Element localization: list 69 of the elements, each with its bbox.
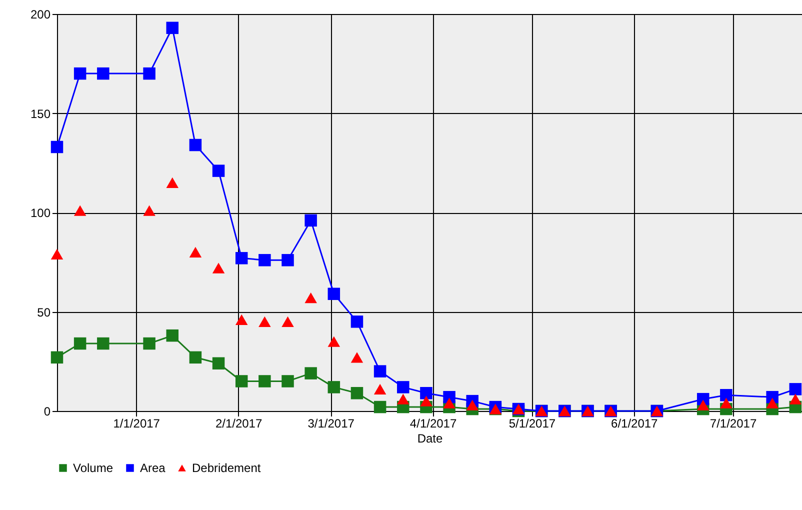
x-tick-label: 4/1/2017	[410, 416, 457, 430]
point	[720, 388, 732, 402]
point	[466, 400, 478, 410]
point	[374, 365, 386, 378]
point	[212, 262, 225, 274]
point	[50, 140, 64, 154]
x-axis-title: Date	[417, 432, 443, 446]
point	[74, 67, 86, 80]
y-tick-label: 0	[44, 404, 51, 418]
point	[166, 177, 178, 188]
point	[789, 383, 802, 396]
y-tick-label: 150	[30, 106, 51, 121]
point	[720, 398, 732, 408]
point	[397, 394, 410, 404]
point	[97, 337, 110, 350]
point	[350, 316, 364, 328]
x-tick-label: 6/1/2017	[611, 416, 658, 430]
point	[350, 352, 364, 363]
point	[143, 337, 156, 350]
point	[789, 394, 802, 404]
point	[282, 375, 294, 388]
point	[328, 336, 340, 347]
point	[143, 205, 156, 216]
point	[189, 351, 202, 364]
point	[212, 357, 225, 370]
point	[328, 381, 340, 394]
x-tick-label: 2/1/2017	[215, 416, 262, 430]
point	[350, 387, 364, 400]
point	[97, 67, 110, 80]
point	[258, 254, 271, 266]
y-tick-label: 200	[30, 8, 51, 22]
point	[74, 337, 86, 350]
point	[235, 375, 248, 388]
point	[74, 205, 86, 216]
point	[258, 316, 271, 327]
point	[282, 254, 294, 266]
y-tick-label: 100	[30, 206, 51, 220]
legend-label: Volume	[73, 461, 114, 475]
point	[328, 288, 340, 300]
point	[443, 398, 456, 408]
point	[304, 367, 317, 380]
x-tick-label: 7/1/2017	[710, 416, 757, 430]
x-tick-label: 3/1/2017	[308, 416, 355, 430]
point	[420, 396, 432, 406]
y-tick-label: 50	[37, 305, 51, 320]
legend-label: Area	[140, 461, 166, 475]
point	[696, 400, 710, 410]
x-tick-label: 5/1/2017	[508, 416, 556, 430]
point	[212, 164, 225, 177]
point	[143, 67, 156, 80]
point	[766, 398, 778, 408]
legend-label: Debridement	[192, 461, 262, 475]
point	[50, 248, 64, 260]
point	[282, 316, 294, 327]
point	[374, 384, 386, 394]
point	[166, 329, 178, 342]
point	[189, 138, 202, 152]
point	[189, 246, 202, 258]
point	[235, 252, 248, 264]
point	[420, 387, 432, 400]
point	[50, 351, 64, 364]
x-tick-label: 1/1/2017	[113, 416, 160, 430]
point	[166, 22, 178, 34]
point	[235, 314, 248, 325]
point	[304, 214, 317, 227]
point	[258, 375, 271, 388]
point	[374, 400, 386, 414]
point	[304, 292, 317, 304]
point	[397, 381, 410, 394]
